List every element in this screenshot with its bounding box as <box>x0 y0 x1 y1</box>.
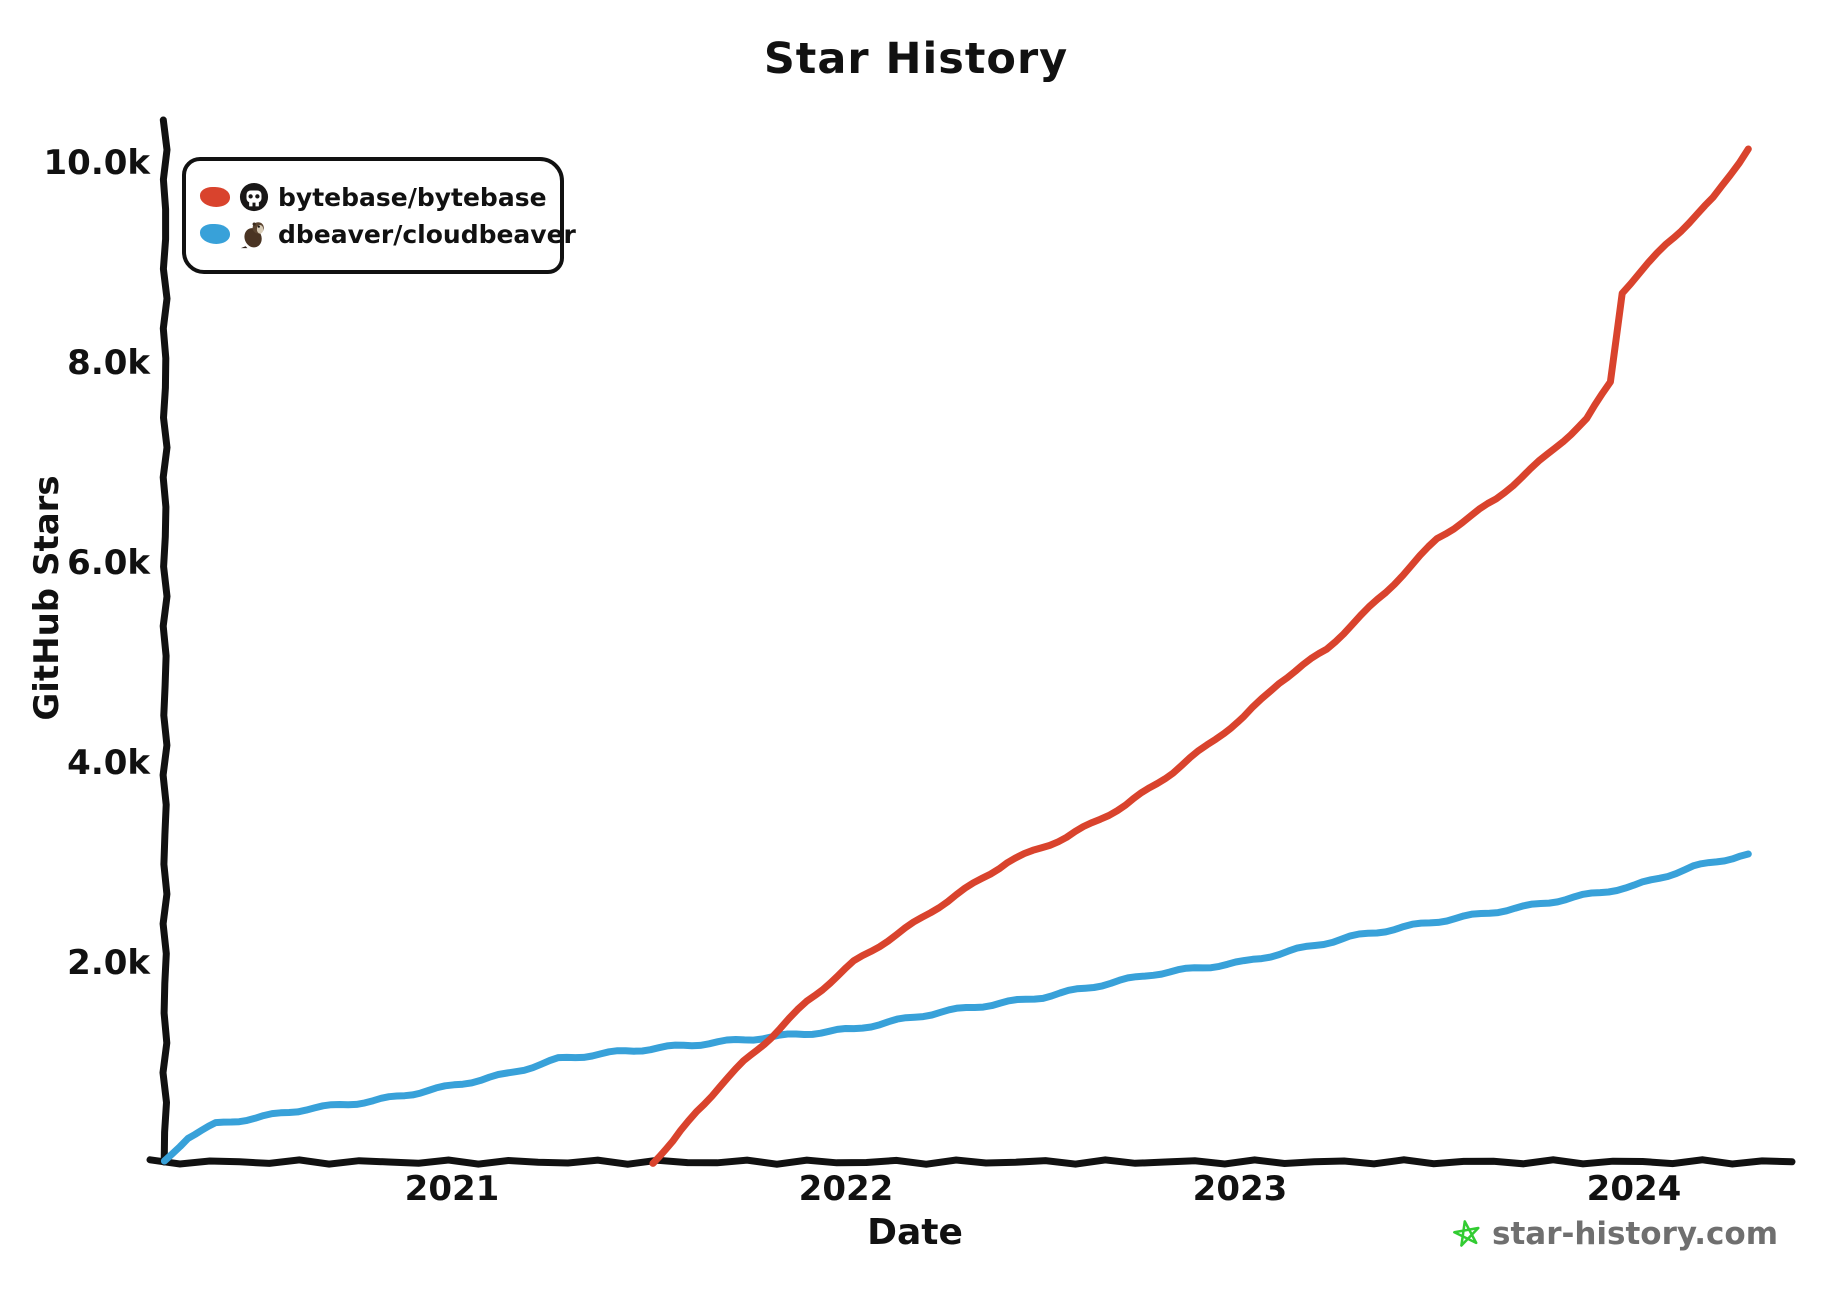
x-tick-label-2023: 2023 <box>1193 1169 1288 1209</box>
star-icon <box>1452 1219 1482 1249</box>
chart-title: Star History <box>763 34 1069 84</box>
legend-swatch <box>200 187 230 207</box>
x-axis-label: Date <box>867 1212 963 1253</box>
bytebase-logo-icon <box>239 182 269 212</box>
watermark-text: star-history.com <box>1492 1216 1779 1252</box>
legend-item-bytebase-bytebase: bytebase/bytebase <box>200 182 550 212</box>
x-tick-label-2021: 2021 <box>405 1169 500 1209</box>
y-tick-label-2.0k: 2.0k <box>67 943 151 983</box>
legend-label: bytebase/bytebase <box>278 182 547 212</box>
y-tick-label-10.0k: 10.0k <box>44 143 152 183</box>
series-line-bytebase-bytebase <box>649 145 1752 1167</box>
dbeaver-logo-icon <box>239 219 269 249</box>
x-tick-label-2024: 2024 <box>1587 1169 1682 1209</box>
watermark-link[interactable]: star-history.com <box>1452 1216 1778 1252</box>
legend: bytebase/bytebase dbeaver/cloudbeaver <box>182 157 576 274</box>
legend-swatch <box>200 224 230 244</box>
y-tick-label-4.0k: 4.0k <box>67 743 151 783</box>
legend-label: dbeaver/cloudbeaver <box>278 219 576 249</box>
x-axis-line <box>146 1156 1796 1168</box>
legend-item-dbeaver-cloudbeaver: dbeaver/cloudbeaver <box>200 219 576 249</box>
series-line-dbeaver-cloudbeaver <box>160 850 1752 1165</box>
x-tick-label-2022: 2022 <box>799 1169 894 1209</box>
y-axis-line <box>159 116 171 1166</box>
y-tick-label-8.0k: 8.0k <box>67 343 151 383</box>
y-tick-label-6.0k: 6.0k <box>67 543 151 583</box>
